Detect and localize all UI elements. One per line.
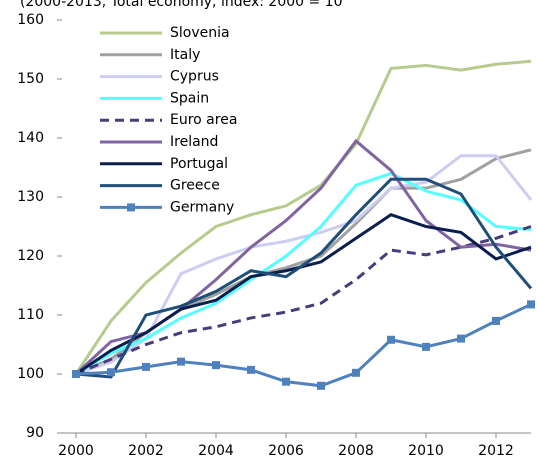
point-marker xyxy=(72,370,80,378)
legend-label: Euro area xyxy=(170,112,237,128)
series-line xyxy=(75,213,532,376)
legend-label: Ireland xyxy=(170,134,218,150)
series-line xyxy=(75,171,532,376)
x-tick-label: 2012 xyxy=(478,443,514,459)
point-marker xyxy=(527,300,535,309)
point-marker xyxy=(247,365,255,374)
point-marker xyxy=(212,361,220,370)
y-tick-label: 160 xyxy=(17,12,44,28)
point-marker xyxy=(492,316,500,325)
legend-label: Cyprus xyxy=(170,69,219,85)
legend-label: Slovenia xyxy=(170,25,230,41)
point-marker xyxy=(352,368,360,377)
y-tick-label: 110 xyxy=(17,307,44,323)
series-line xyxy=(75,225,532,376)
point-marker xyxy=(387,335,395,344)
y-tick-label: 90 xyxy=(26,425,44,441)
point-marker xyxy=(142,362,150,371)
point-marker xyxy=(422,342,430,351)
point-marker xyxy=(457,334,465,343)
y-tick-label: 100 xyxy=(17,366,44,382)
point-marker xyxy=(317,381,325,390)
y-tick-label: 130 xyxy=(17,189,44,205)
x-tick-label: 2004 xyxy=(198,443,234,459)
legend-label: Greece xyxy=(170,178,220,194)
legend-label: Italy xyxy=(170,47,200,63)
point-marker xyxy=(177,357,185,366)
series-line xyxy=(74,59,532,375)
point-marker xyxy=(282,377,290,386)
y-tick-label: 120 xyxy=(17,248,44,264)
x-tick-label: 2002 xyxy=(128,443,164,459)
chart-subtitle: (2000-2013, Total economy, index: 2000 =… xyxy=(20,0,343,10)
point-marker xyxy=(107,368,115,377)
x-tick-label: 2010 xyxy=(408,443,444,459)
y-tick-label: 140 xyxy=(17,130,44,146)
x-tick-label: 2006 xyxy=(268,443,304,459)
legend-label: Portugal xyxy=(170,156,228,172)
y-tick-label: 150 xyxy=(17,71,44,87)
x-tick-label: 2000 xyxy=(58,443,94,459)
legend-marker xyxy=(127,203,135,212)
x-tick-label: 2008 xyxy=(338,443,374,459)
legend-label: Germany xyxy=(170,199,234,215)
series-line xyxy=(75,177,533,379)
series-line xyxy=(75,303,532,388)
legend-label: Spain xyxy=(170,90,209,106)
